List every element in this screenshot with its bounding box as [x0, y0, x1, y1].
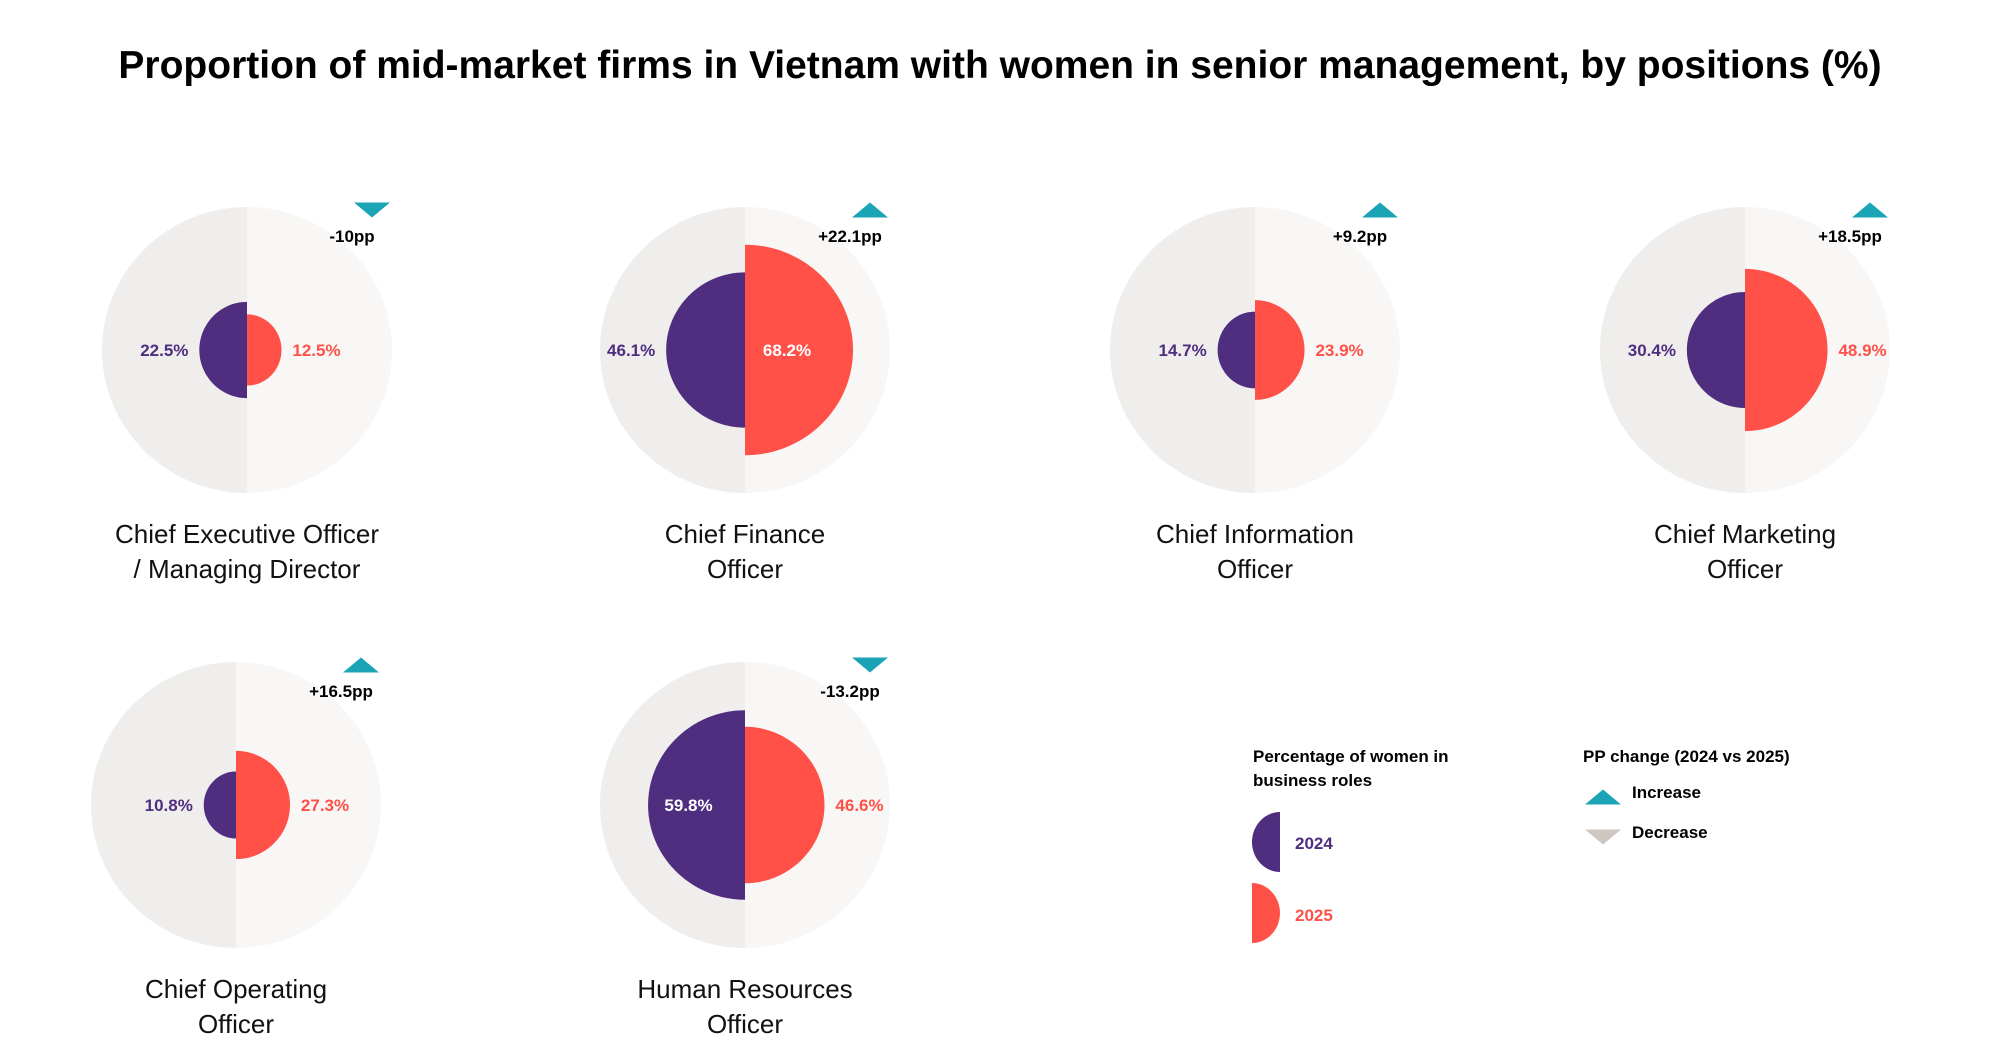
bar-2024	[1686, 292, 1745, 408]
value-label-2025: 68.2%	[763, 341, 811, 360]
value-label-2024: 30.4%	[1628, 341, 1676, 360]
legend: Percentage of women in business roles 2024…	[1252, 747, 1790, 943]
increase-triangle-icon	[343, 657, 379, 673]
value-label-2024: 10.8%	[145, 796, 193, 815]
background-left	[91, 662, 236, 948]
pp-change-label: +18.5pp	[1818, 227, 1882, 246]
bar-2025	[247, 314, 282, 386]
position-name: Chief Marketing	[1654, 519, 1836, 549]
bar-2025	[1745, 268, 1828, 432]
position-name: Officer	[1217, 554, 1293, 584]
position-name: Human Resources	[637, 974, 852, 1004]
legend-decrease-label: Decrease	[1632, 823, 1708, 842]
bar-2024	[203, 771, 236, 839]
pp-change-label: -10pp	[329, 227, 374, 246]
background-left	[1110, 207, 1255, 493]
bar-2024	[648, 710, 745, 900]
increase-triangle-icon	[1362, 202, 1398, 218]
panels: 22.5% 12.5% -10pp Chief Executive Officer / …	[91, 202, 1890, 1039]
decrease-triangle-icon	[852, 657, 888, 673]
bar-2024	[1217, 311, 1255, 389]
position-name: Chief Finance	[665, 519, 825, 549]
legend-swatch-2024	[1252, 812, 1280, 872]
bar-2024	[199, 301, 247, 399]
legend-title: Percentage of women in	[1253, 747, 1449, 766]
position-name: Officer	[1707, 554, 1783, 584]
position-panel: 14.7% 23.9% +9.2pp Chief Information Officer	[1110, 202, 1400, 584]
position-name: Officer	[707, 554, 783, 584]
value-label-2025: 46.6%	[835, 796, 883, 815]
value-label-2024: 22.5%	[140, 341, 188, 360]
legend-label-2025: 2025	[1295, 906, 1333, 925]
legend-title: business roles	[1253, 771, 1372, 790]
position-name: Chief Executive Officer	[115, 519, 379, 549]
value-label-2024: 59.8%	[664, 796, 712, 815]
position-name: Chief Information	[1156, 519, 1354, 549]
bar-2025	[745, 244, 854, 456]
legend-swatch-2025	[1252, 883, 1280, 943]
value-label-2025: 27.3%	[301, 796, 349, 815]
increase-triangle-icon	[852, 202, 888, 218]
value-label-2024: 14.7%	[1158, 341, 1206, 360]
bar-2025	[236, 750, 291, 860]
position-name: Chief Operating	[145, 974, 327, 1004]
bar-2025	[1255, 300, 1305, 400]
background-left	[1600, 207, 1745, 493]
increase-triangle-icon	[1585, 789, 1621, 805]
pp-change-label: +16.5pp	[309, 682, 373, 701]
value-label-2025: 23.9%	[1315, 341, 1363, 360]
legend-pp-title: PP change (2024 vs 2025)	[1583, 747, 1790, 766]
background-right	[236, 662, 381, 948]
decrease-triangle-icon	[1585, 829, 1621, 845]
position-panel: 30.4% 48.9% +18.5pp Chief Marketing Officer	[1600, 202, 1890, 584]
background-right	[1255, 207, 1400, 493]
value-label-2024: 46.1%	[607, 341, 655, 360]
position-panel: 46.1% 68.2% +22.1pp Chief Finance Officer	[600, 202, 890, 584]
bar-2024	[666, 272, 745, 428]
position-panel: 10.8% 27.3% +16.5pp Chief Operating Officer	[91, 657, 381, 1039]
increase-triangle-icon	[1852, 202, 1888, 218]
legend-label-2024: 2024	[1295, 834, 1333, 853]
value-label-2025: 48.9%	[1838, 341, 1886, 360]
background-left	[102, 207, 247, 493]
chart-title: Proportion of mid-market firms in Vietna…	[118, 44, 1881, 87]
pp-change-label: +22.1pp	[818, 227, 882, 246]
value-label-2025: 12.5%	[292, 341, 340, 360]
background-right	[247, 207, 392, 493]
position-name: Officer	[198, 1009, 274, 1039]
pp-change-label: -13.2pp	[820, 682, 880, 701]
legend-increase-label: Increase	[1632, 783, 1701, 802]
bar-2025	[745, 726, 825, 884]
position-name: Officer	[707, 1009, 783, 1039]
pp-change-label: +9.2pp	[1333, 227, 1387, 246]
position-panel: 22.5% 12.5% -10pp Chief Executive Officer / …	[102, 202, 392, 584]
decrease-triangle-icon	[354, 202, 390, 218]
position-name: / Managing Director	[134, 554, 361, 584]
position-panel: 59.8% 46.6% -13.2pp Human Resources Officer	[600, 657, 890, 1039]
